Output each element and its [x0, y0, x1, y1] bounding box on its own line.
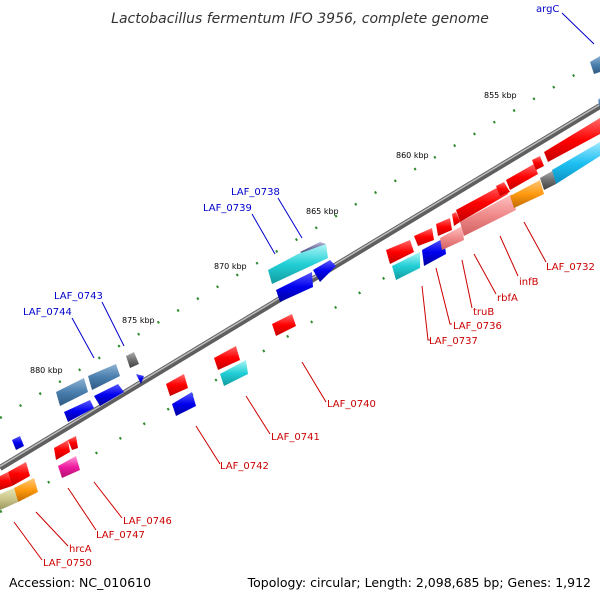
gene-small-forward[interactable]	[12, 436, 24, 450]
gene-infB-a[interactable]	[456, 184, 508, 222]
kbp-label-870: 870 kbp	[214, 262, 247, 271]
leader-LAF_0732	[523, 221, 547, 263]
gene-LAF_0732-e[interactable]	[544, 118, 600, 162]
leader-LAF_0741	[245, 395, 271, 435]
gene-LAF_0744-a[interactable]	[88, 364, 120, 390]
gene-LAF_0744-d[interactable]	[64, 400, 94, 422]
position-scale	[0, 58, 600, 514]
leader-LAF_0742	[195, 425, 221, 465]
label-argC[interactable]: argC	[536, 4, 559, 15]
leader-rbfA	[473, 253, 497, 295]
scale-dots-outer	[0, 58, 600, 420]
gene-LAF_0746-a[interactable]	[54, 440, 70, 460]
kbp-label-880: 880 kbp	[30, 366, 63, 375]
gene-LAF_0750[interactable]	[0, 488, 18, 510]
kbp-label-865: 865 kbp	[306, 207, 339, 216]
gene-truB-b[interactable]	[436, 218, 452, 236]
gene-LAF_0742-a[interactable]	[166, 374, 188, 396]
gene-infB-b[interactable]	[496, 182, 510, 196]
gene-LAF_0740[interactable]	[272, 314, 296, 336]
leader-LAF_0736	[435, 267, 452, 325]
label-LAF_0744[interactable]: LAF_0744	[23, 307, 72, 318]
label-truB[interactable]: truB	[473, 307, 494, 318]
leader-LAF_0747	[67, 487, 97, 531]
gene-argC[interactable]	[590, 56, 600, 74]
label-LAF_0736[interactable]: LAF_0736	[453, 321, 502, 332]
forward-strand-genes	[12, 56, 600, 450]
leader-LAF_0744	[71, 317, 95, 359]
kbp-label-860: 860 kbp	[396, 151, 429, 160]
gene-LAF_0737-a[interactable]	[386, 240, 414, 264]
leader-truB	[461, 259, 473, 309]
gene-LAF_0738[interactable]	[268, 244, 328, 284]
gene-hrcA[interactable]	[14, 478, 38, 502]
gene-hrcA-b[interactable]	[0, 472, 12, 490]
reverse-strand-genes	[0, 118, 600, 510]
callout-lines	[13, 12, 595, 561]
gene-LAF_0732-b[interactable]	[506, 164, 538, 190]
leader-LAF_0739	[251, 213, 276, 255]
label-LAF_0732[interactable]: LAF_0732	[546, 262, 595, 273]
gene-rbfA-small[interactable]	[452, 212, 460, 226]
leader-infB	[499, 235, 519, 277]
gene-LAF_0747[interactable]	[58, 456, 80, 478]
gene-truB-a[interactable]	[414, 228, 434, 246]
reverse-gene-labels: LAF_0732 infB rbfA truB LAF_0736 LAF_073…	[43, 262, 595, 569]
label-LAF_0740[interactable]: LAF_0740	[327, 399, 376, 410]
label-infB[interactable]: infB	[519, 277, 539, 288]
gene-LAF_0737-b[interactable]	[392, 252, 420, 280]
gene-LAF_0746-b[interactable]	[68, 436, 78, 450]
genome-summary-text: Topology: circular; Length: 2,098,685 bp…	[247, 575, 591, 590]
gene-infB[interactable]	[460, 194, 516, 236]
label-hrcA[interactable]: hrcA	[69, 544, 92, 555]
gene-LAF_0744-b[interactable]	[56, 378, 88, 406]
gene-LAF_0732-d[interactable]	[540, 170, 556, 190]
label-LAF_0737[interactable]: LAF_0737	[429, 336, 478, 347]
gene-LAF_0736[interactable]	[422, 238, 446, 266]
leader-LAF_0743	[101, 301, 125, 347]
leader-argC	[561, 12, 595, 45]
label-LAF_0746[interactable]: LAF_0746	[123, 516, 172, 527]
gene-LAF_0732-c[interactable]	[532, 156, 544, 170]
gene-LAF_0744-c[interactable]	[94, 384, 124, 406]
gene-LAF_0732-f[interactable]	[552, 142, 600, 184]
label-LAF_0738[interactable]: LAF_0738	[231, 187, 280, 198]
label-rbfA[interactable]: rbfA	[497, 293, 518, 304]
label-LAF_0747[interactable]: LAF_0747	[96, 530, 145, 541]
gene-LAF_0741[interactable]	[220, 360, 248, 386]
gene-LAF_0742-b[interactable]	[172, 392, 196, 416]
accession-text: Accession: NC_010610	[9, 575, 151, 590]
leader-LAF_0740	[301, 361, 327, 403]
forward-gene-labels: argC LAF_0738 LAF_0739 LAF_0743 LAF_0744	[23, 4, 559, 318]
kbp-labels: 855 kbp 860 kbp 865 kbp 870 kbp 875 kbp …	[30, 91, 517, 375]
leader-LAF_0746	[93, 481, 123, 519]
label-LAF_0741[interactable]: LAF_0741	[271, 432, 320, 443]
label-LAF_0750[interactable]: LAF_0750	[43, 558, 92, 569]
gene-LAF_0739[interactable]	[276, 272, 313, 302]
kbp-label-855: 855 kbp	[484, 91, 517, 100]
label-LAF_0742[interactable]: LAF_0742	[220, 461, 269, 472]
gene-LAF_0739-arrow[interactable]	[313, 260, 336, 282]
leader-LAF_0738	[277, 197, 303, 239]
label-LAF_0739[interactable]: LAF_0739	[203, 203, 252, 214]
gene-LAF_0740-b[interactable]	[214, 346, 240, 370]
gene-hrcA-a[interactable]	[8, 462, 30, 486]
leader-LAF_0737	[421, 285, 430, 341]
gene-LAF_0743-arrow[interactable]	[136, 374, 144, 384]
map-title: Lactobacillus fermentum IFO 3956, comple…	[111, 11, 489, 27]
gene-LAF_0743[interactable]	[126, 352, 139, 368]
gene-truB[interactable]	[440, 226, 464, 250]
label-LAF_0743[interactable]: LAF_0743	[54, 291, 103, 302]
kbp-label-875: 875 kbp	[122, 316, 155, 325]
leader-LAF_0750	[13, 521, 43, 561]
gene-LAF_0732-a[interactable]	[510, 180, 544, 208]
leader-hrcA	[35, 511, 69, 547]
